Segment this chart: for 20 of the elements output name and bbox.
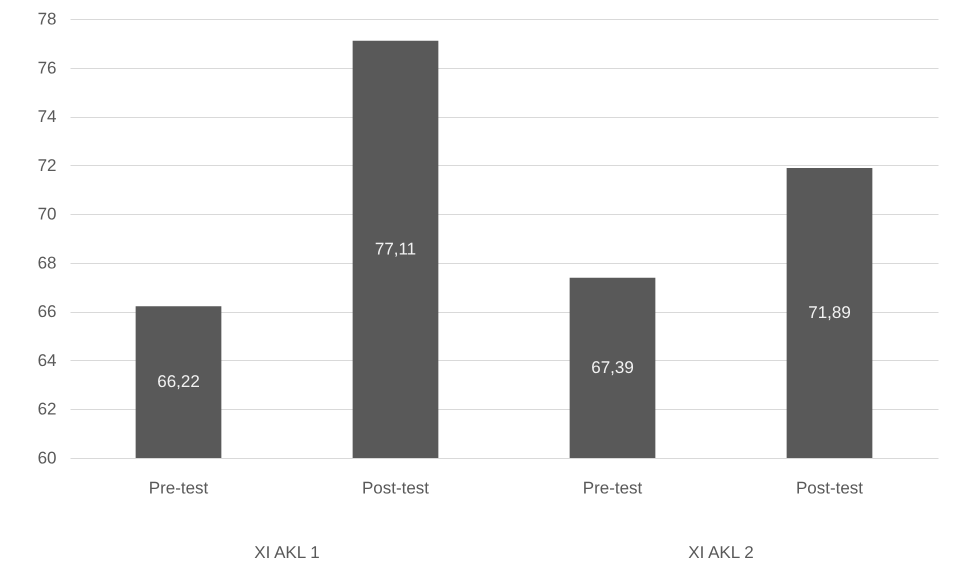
y-tick-label: 64: [38, 350, 56, 370]
x-tick-label: Post-test: [362, 478, 430, 498]
y-tick-label: 74: [38, 107, 56, 126]
y-tick-label: 62: [38, 400, 56, 419]
y-tick-label: 78: [38, 10, 56, 28]
x-tick-label: Post-test: [796, 478, 864, 498]
text: XI AKL 2: [688, 543, 754, 562]
x-tick-label: Pre-test: [148, 478, 209, 498]
y-tick-label: 68: [38, 253, 56, 272]
y-tick-label: 72: [38, 156, 56, 175]
data-label: 66,22: [157, 372, 200, 392]
x-tick-label: Pre-test: [582, 478, 643, 498]
data-label: 77,11: [374, 239, 416, 258]
y-tick-label: 70: [38, 204, 56, 224]
y-tick-label: 60: [38, 448, 56, 468]
text: XI AKL 1: [254, 543, 320, 562]
y-tick-label: 76: [38, 58, 56, 78]
y-tick-label: 66: [38, 302, 56, 322]
data-label: 71,89: [808, 303, 851, 322]
data-label: 67,39: [591, 358, 634, 377]
